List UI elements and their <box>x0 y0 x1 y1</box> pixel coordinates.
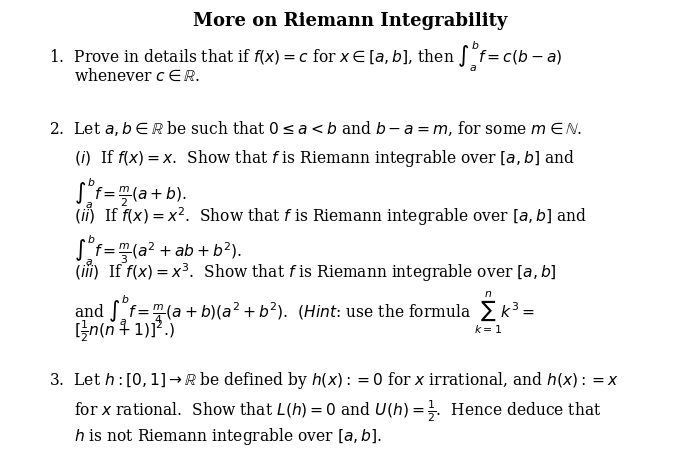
Text: and $\int_a^b f = \frac{m}{4}(a + b)(a^2 + b^2)$.  $(\mathit{Hint}$: use the for: and $\int_a^b f = \frac{m}{4}(a + b)(a^2… <box>74 290 534 336</box>
Text: $(iii)$  If $f(x) = x^3$.  Show that $f$ is Riemann integrable over $[a, b]$: $(iii)$ If $f(x) = x^3$. Show that $f$ i… <box>74 261 556 284</box>
Text: $(i)$  If $f(x) = x$.  Show that $f$ is Riemann integrable over $[a, b]$ and: $(i)$ If $f(x) = x$. Show that $f$ is Ri… <box>74 148 574 170</box>
Text: $\int_a^b f = \frac{m}{3}(a^2 + ab + b^2)$.: $\int_a^b f = \frac{m}{3}(a^2 + ab + b^2… <box>74 233 242 268</box>
Text: $[\frac{1}{2}n(n+1)]^2$.$)$: $[\frac{1}{2}n(n+1)]^2$.$)$ <box>74 318 174 343</box>
Text: $(ii)$  If $f(x) = x^2$.  Show that $f$ is Riemann integrable over $[a, b]$ and: $(ii)$ If $f(x) = x^2$. Show that $f$ is… <box>74 205 587 227</box>
Text: More on Riemann Integrability: More on Riemann Integrability <box>193 12 508 30</box>
Text: 3.  Let $h : [0, 1] \rightarrow \mathbb{R}$ be defined by $h(x) := 0$ for $x$ ir: 3. Let $h : [0, 1] \rightarrow \mathbb{R… <box>49 370 619 391</box>
Text: $h$ is not Riemann integrable over $[a, b]$.: $h$ is not Riemann integrable over $[a, … <box>74 426 382 447</box>
Text: for $x$ rational.  Show that $L(h) = 0$ and $U(h) = \frac{1}{2}$.  Hence deduce : for $x$ rational. Show that $L(h) = 0$ a… <box>74 398 601 423</box>
Text: 2.  Let $a, b \in \mathbb{R}$ be such that $0 \leq a < b$ and $b - a = m$, for s: 2. Let $a, b \in \mathbb{R}$ be such tha… <box>49 120 582 138</box>
Text: 1.  Prove in details that if $f(x) = c$ for $x \in [a, b]$, then $\int_a^b f = c: 1. Prove in details that if $f(x) = c$ f… <box>49 40 563 74</box>
Text: $\int_a^b f = \frac{m}{2}(a + b)$.: $\int_a^b f = \frac{m}{2}(a + b)$. <box>74 177 187 211</box>
Text: whenever $c \in \mathbb{R}$.: whenever $c \in \mathbb{R}$. <box>74 68 200 85</box>
